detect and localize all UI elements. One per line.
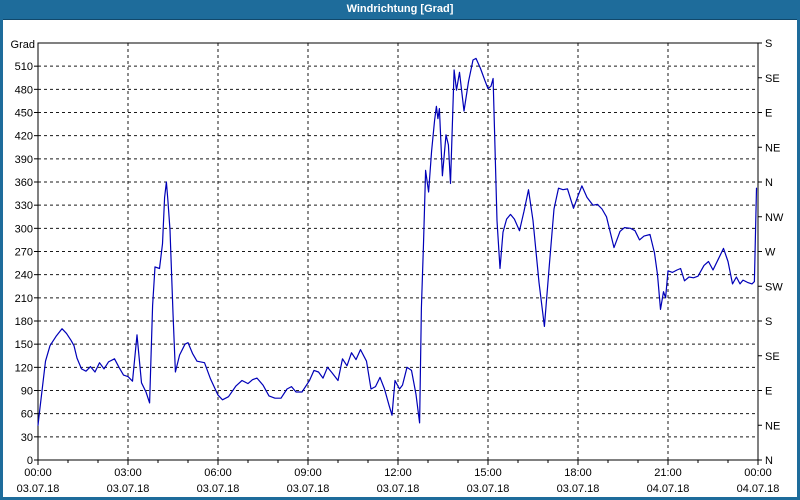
y-right-tick-label-225: SW: [765, 281, 783, 293]
y-left-tick-label-420: 420: [15, 131, 33, 143]
y-right-tick-label-45: NE: [765, 420, 780, 432]
y-left-tick-label-120: 120: [15, 362, 33, 374]
y-right-tick-label-135: SE: [765, 351, 780, 363]
y-left-tick-label-240: 240: [15, 270, 33, 282]
x-date-label-9: 03.07.18: [287, 483, 330, 495]
x-time-label-6: 06:00: [204, 467, 232, 479]
y-left-tick-label-180: 180: [15, 316, 33, 328]
y-left-tick-label-510: 510: [15, 61, 33, 73]
y-left-tick-label-480: 480: [15, 84, 33, 96]
y-left-tick-label-360: 360: [15, 177, 33, 189]
y-right-tick-label-90: E: [765, 386, 772, 398]
x-time-label-24: 00:00: [744, 467, 772, 479]
y-left-tick-label-390: 390: [15, 154, 33, 166]
x-date-label-24: 04.07.18: [737, 483, 780, 495]
x-time-label-9: 09:00: [294, 467, 322, 479]
window-titlebar: Windrichtung [Grad]: [0, 0, 800, 20]
x-date-label-21: 04.07.18: [647, 483, 690, 495]
x-date-label-3: 03.07.18: [107, 483, 150, 495]
x-date-label-12: 03.07.18: [377, 483, 420, 495]
y-axis-title: Grad: [11, 39, 35, 51]
y-right-tick-label-495: SE: [765, 73, 780, 85]
x-time-label-12: 12:00: [384, 467, 412, 479]
y-left-tick-label-150: 150: [15, 339, 33, 351]
y-right-tick-label-270: W: [765, 247, 776, 259]
data-line-windrichtung: [37, 57, 758, 426]
y-right-tick-label-540: S: [765, 38, 772, 50]
x-date-label-6: 03.07.18: [197, 483, 240, 495]
y-left-tick-label-0: 0: [27, 455, 33, 467]
x-time-label-3: 03:00: [114, 467, 142, 479]
y-left-tick-label-450: 450: [15, 108, 33, 120]
x-date-label-18: 03.07.18: [557, 483, 600, 495]
y-left-tick-label-330: 330: [15, 200, 33, 212]
window-title: Windrichtung [Grad]: [346, 3, 454, 15]
x-date-label-15: 03.07.18: [467, 483, 510, 495]
y-left-tick-label-210: 210: [15, 293, 33, 305]
y-left-tick-label-270: 270: [15, 247, 33, 259]
x-time-label-21: 21:00: [654, 467, 682, 479]
y-left-tick-label-90: 90: [21, 386, 33, 398]
y-right-tick-label-405: NE: [765, 142, 780, 154]
x-time-label-18: 18:00: [564, 467, 592, 479]
y-right-tick-label-450: E: [765, 108, 772, 120]
y-left-tick-label-30: 30: [21, 432, 33, 444]
x-date-label-0: 03.07.18: [17, 483, 60, 495]
y-left-tick-label-300: 300: [15, 223, 33, 235]
y-right-tick-label-360: N: [765, 177, 773, 189]
y-right-tick-label-315: NW: [765, 212, 784, 224]
y-right-tick-label-180: S: [765, 316, 772, 328]
x-time-label-15: 15:00: [474, 467, 502, 479]
y-right-tick-label-0: N: [765, 455, 773, 467]
x-time-label-0: 00:00: [24, 467, 52, 479]
y-left-tick-label-60: 60: [21, 409, 33, 421]
